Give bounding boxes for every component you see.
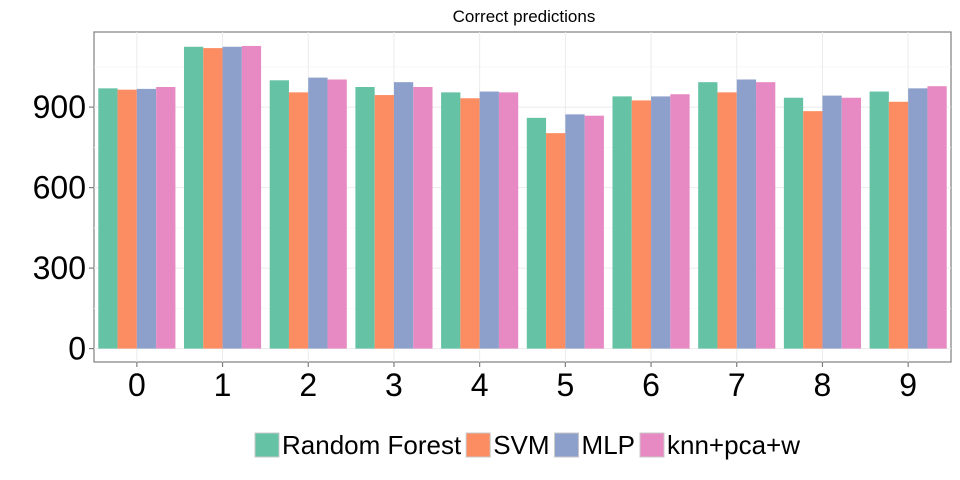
bar: [308, 77, 328, 349]
bar: [869, 91, 889, 349]
bar: [413, 87, 433, 349]
bar: [927, 86, 947, 349]
bar: [355, 87, 375, 349]
legend-swatch: [639, 432, 665, 458]
bars: [98, 45, 947, 349]
bar: [117, 89, 137, 349]
bar: [393, 82, 414, 349]
legend-item: Random Forest: [254, 430, 462, 460]
y-tick-label: 600: [33, 170, 86, 206]
chart-title: Correct predictions: [453, 7, 596, 26]
legend-swatch: [254, 432, 280, 458]
bar: [841, 97, 862, 349]
bar: [441, 92, 461, 349]
x-tick-label: 2: [299, 367, 317, 403]
x-tick-label: 6: [642, 367, 660, 403]
x-tick-label: 8: [814, 367, 832, 403]
bar: [546, 133, 566, 349]
legend-label: knn+pca+w: [667, 430, 800, 460]
legend-label: MLP: [582, 430, 635, 460]
bar: [460, 98, 480, 349]
x-tick-label: 7: [728, 367, 746, 403]
legend-label: SVM: [493, 430, 549, 460]
x-tick-label: 9: [899, 367, 917, 403]
legend-label: Random Forest: [282, 430, 462, 460]
x-tick-label: 3: [385, 367, 403, 403]
bar: [584, 115, 604, 349]
y-tick-label: 0: [68, 331, 86, 367]
bar: [717, 92, 737, 349]
bar: [269, 80, 289, 349]
bar: [612, 96, 632, 349]
bar: [888, 101, 909, 349]
bar: [479, 91, 499, 349]
bar: [631, 100, 652, 349]
legend-swatch: [554, 432, 580, 458]
bar: [156, 87, 176, 349]
bar: [698, 82, 718, 349]
x-axis: 0 1 2 3 4 5 6 7 8 9: [128, 362, 917, 403]
bar: [822, 95, 842, 349]
bar: [183, 46, 204, 349]
legend-item: knn+pca+w: [639, 430, 800, 460]
bar: [651, 96, 671, 349]
bar: [98, 88, 118, 349]
bar: [670, 94, 690, 349]
x-tick-label: 4: [471, 367, 489, 403]
y-tick-label: 300: [33, 250, 86, 286]
y-tick-label: 900: [33, 89, 86, 125]
bar: [136, 88, 157, 349]
legend-swatch: [465, 432, 491, 458]
x-tick-label: 1: [214, 367, 232, 403]
bar: [241, 45, 262, 349]
bar: [526, 117, 547, 349]
bar: [222, 46, 242, 349]
legend-item: MLP: [554, 430, 635, 460]
legend-item: SVM: [465, 430, 550, 460]
bar: [203, 48, 223, 349]
bar: [565, 114, 585, 349]
bar: [374, 95, 394, 349]
bar: [327, 79, 347, 349]
bar: [908, 88, 928, 349]
bar: [736, 79, 757, 349]
bar: [803, 111, 823, 349]
bar: [756, 82, 776, 349]
x-tick-label: 0: [128, 367, 146, 403]
y-axis: 0 300 600 900: [33, 89, 94, 367]
x-tick-label: 5: [556, 367, 574, 403]
legend: Random Forest SVM MLP knn+pca+w: [254, 430, 800, 460]
bar: [498, 92, 519, 349]
bar: [288, 92, 309, 349]
bar: [783, 97, 804, 349]
